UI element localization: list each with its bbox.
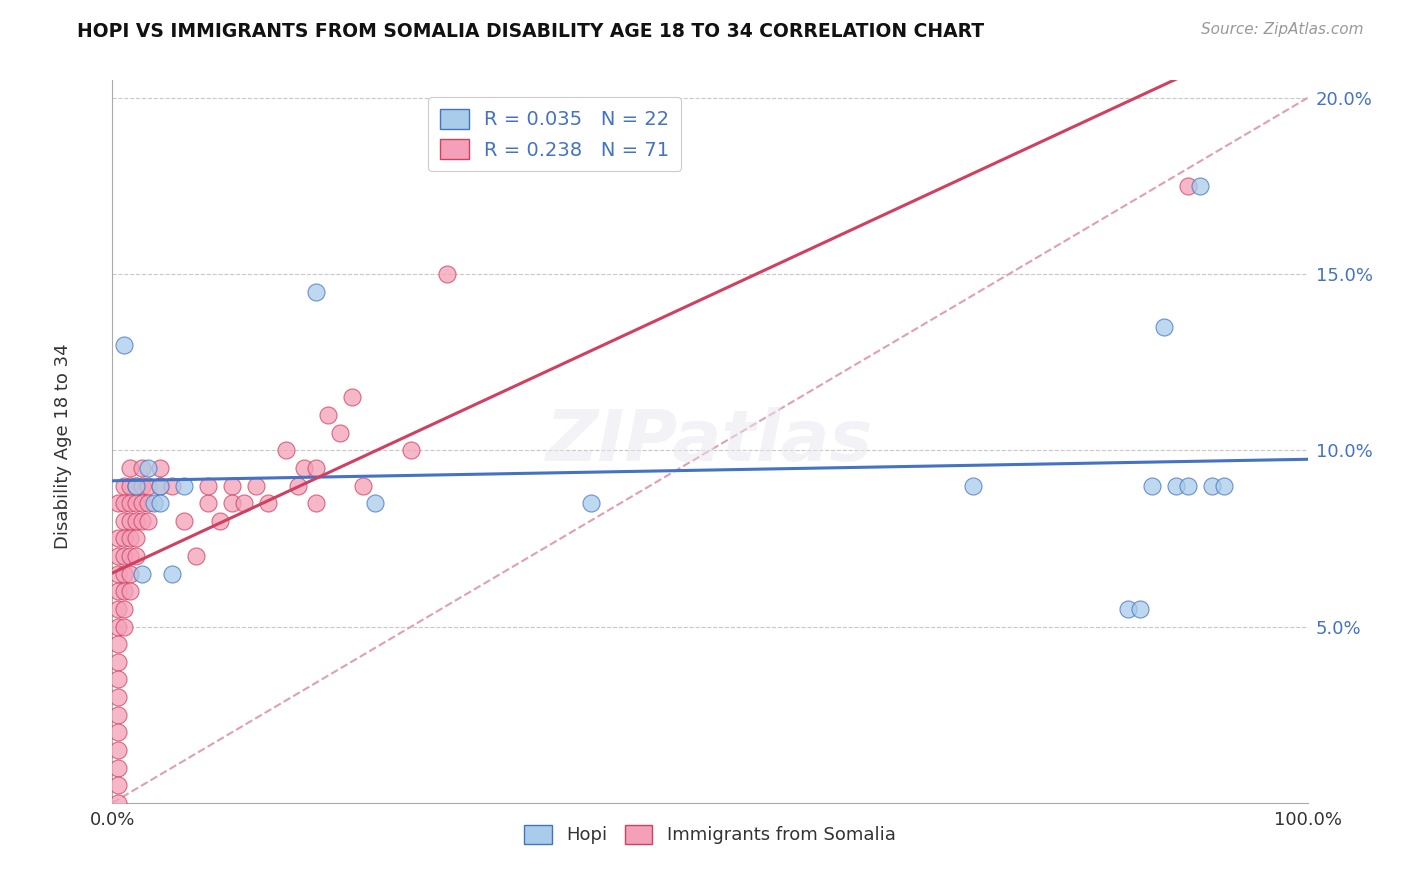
Point [125, 514, 148, 528]
Text: HOPI VS IMMIGRANTS FROM SOMALIA DISABILITY AGE 18 TO 34 CORRELATION CHART: HOPI VS IMMIGRANTS FROM SOMALIA DISABILI… [77, 22, 984, 41]
Point [107, 496, 129, 510]
Point [114, 549, 135, 563]
Point [138, 514, 160, 528]
Point [107, 566, 129, 581]
Point [186, 549, 208, 563]
Point [107, 778, 129, 792]
Point [107, 743, 129, 757]
Point [173, 514, 195, 528]
Point [125, 532, 148, 546]
Point [107, 725, 129, 739]
Point [120, 566, 142, 581]
Point [352, 478, 374, 492]
Point [120, 496, 142, 510]
Point [143, 496, 166, 510]
Point [579, 496, 602, 510]
Point [114, 619, 135, 633]
Point [1177, 478, 1199, 492]
Point [1118, 602, 1140, 616]
Point [107, 690, 129, 704]
Point [1142, 478, 1164, 492]
Point [316, 408, 339, 422]
Point [131, 461, 153, 475]
Point [120, 584, 142, 599]
Point [962, 478, 984, 492]
Point [131, 478, 153, 492]
Point [340, 391, 363, 405]
Point [107, 760, 129, 774]
Point [292, 461, 315, 475]
Text: ZIPatlas: ZIPatlas [547, 407, 873, 476]
Point [114, 584, 135, 599]
Point [1177, 179, 1199, 194]
Point [114, 478, 135, 492]
Point [287, 478, 309, 492]
Point [221, 478, 243, 492]
Point [305, 461, 328, 475]
Point [107, 707, 129, 722]
Point [138, 461, 160, 475]
Point [138, 496, 160, 510]
Point [120, 532, 142, 546]
Point [245, 478, 267, 492]
Point [1166, 478, 1188, 492]
Point [114, 514, 135, 528]
Point [274, 443, 297, 458]
Point [114, 532, 135, 546]
Point [305, 285, 328, 299]
Point [131, 566, 153, 581]
Point [120, 549, 142, 563]
Point [107, 602, 129, 616]
Point [436, 267, 458, 281]
Text: Disability Age 18 to 34: Disability Age 18 to 34 [55, 343, 72, 549]
Point [401, 443, 423, 458]
Point [162, 566, 183, 581]
Point [107, 532, 129, 546]
Point [221, 496, 243, 510]
Point [125, 478, 148, 492]
Point [1153, 320, 1175, 334]
Point [1213, 478, 1236, 492]
Point [107, 549, 129, 563]
Point [233, 496, 256, 510]
Text: Source: ZipAtlas.com: Source: ZipAtlas.com [1201, 22, 1364, 37]
Point [125, 549, 148, 563]
Point [162, 478, 183, 492]
Point [114, 337, 135, 351]
Point [107, 796, 129, 810]
Point [120, 514, 142, 528]
Point [107, 655, 129, 669]
Point [131, 514, 153, 528]
Point [149, 478, 172, 492]
Point [107, 673, 129, 687]
Point [107, 619, 129, 633]
Legend: Hopi, Immigrants from Somalia: Hopi, Immigrants from Somalia [517, 818, 903, 852]
Point [114, 566, 135, 581]
Point [125, 478, 148, 492]
Point [197, 496, 219, 510]
Point [1189, 179, 1212, 194]
Point [120, 461, 142, 475]
Point [1201, 478, 1223, 492]
Point [1129, 602, 1152, 616]
Point [138, 478, 160, 492]
Point [257, 496, 280, 510]
Point [131, 496, 153, 510]
Point [305, 496, 328, 510]
Point [107, 637, 129, 651]
Point [114, 496, 135, 510]
Point [329, 425, 352, 440]
Point [209, 514, 232, 528]
Point [173, 478, 195, 492]
Point [197, 478, 219, 492]
Point [364, 496, 387, 510]
Point [149, 478, 172, 492]
Point [120, 478, 142, 492]
Point [149, 496, 172, 510]
Point [107, 584, 129, 599]
Point [149, 461, 172, 475]
Point [114, 602, 135, 616]
Point [125, 496, 148, 510]
